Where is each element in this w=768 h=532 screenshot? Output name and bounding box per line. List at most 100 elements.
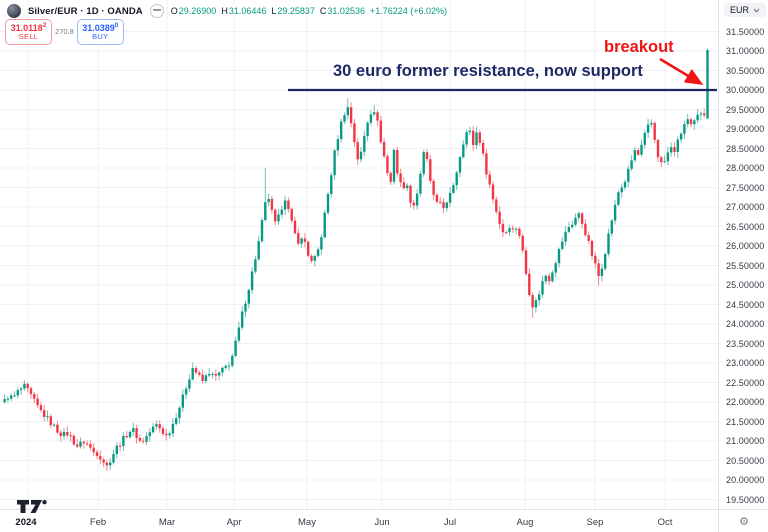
candle[interactable] xyxy=(10,395,13,399)
candle[interactable] xyxy=(112,454,115,463)
candle[interactable] xyxy=(571,224,574,228)
candle[interactable] xyxy=(303,238,307,242)
candle[interactable] xyxy=(577,213,580,218)
candle[interactable] xyxy=(396,149,399,174)
candle[interactable] xyxy=(72,435,76,445)
candle[interactable] xyxy=(452,185,455,193)
candle[interactable] xyxy=(92,447,95,453)
candle[interactable] xyxy=(254,259,257,272)
candle[interactable] xyxy=(544,275,547,282)
candle[interactable] xyxy=(244,303,247,312)
candle[interactable] xyxy=(478,132,481,143)
candle[interactable] xyxy=(257,241,260,260)
candle[interactable] xyxy=(237,327,241,341)
candle[interactable] xyxy=(600,268,604,277)
candle[interactable] xyxy=(689,119,693,125)
candle[interactable] xyxy=(191,368,194,380)
candle[interactable] xyxy=(587,235,590,241)
candle[interactable] xyxy=(617,192,620,205)
candle[interactable] xyxy=(429,159,432,182)
candle[interactable] xyxy=(198,372,201,375)
candle[interactable] xyxy=(557,249,561,264)
candle[interactable] xyxy=(85,443,89,445)
candle[interactable] xyxy=(267,199,270,203)
candle[interactable] xyxy=(547,275,551,282)
candle[interactable] xyxy=(653,122,656,140)
candle[interactable] xyxy=(29,388,33,395)
candle[interactable] xyxy=(679,133,683,140)
candle[interactable] xyxy=(505,232,508,234)
candle[interactable] xyxy=(171,423,175,434)
candle[interactable] xyxy=(660,157,663,163)
candle[interactable] xyxy=(607,233,610,254)
candle[interactable] xyxy=(650,122,653,125)
candle[interactable] xyxy=(43,410,46,417)
candle[interactable] xyxy=(620,187,623,193)
candle[interactable] xyxy=(274,209,277,222)
breakout-annotation[interactable]: breakout xyxy=(604,38,674,56)
candle[interactable] xyxy=(514,228,518,230)
candle[interactable] xyxy=(247,289,250,304)
candle[interactable] xyxy=(640,144,643,155)
candle[interactable] xyxy=(455,172,458,186)
candle[interactable] xyxy=(534,300,538,308)
candle[interactable] xyxy=(521,235,524,251)
candle[interactable] xyxy=(128,431,132,438)
candle[interactable] xyxy=(313,256,316,261)
candle[interactable] xyxy=(59,432,62,437)
candle[interactable] xyxy=(584,223,587,236)
candle[interactable] xyxy=(194,368,198,373)
candle[interactable] xyxy=(148,432,151,437)
candle[interactable] xyxy=(670,147,673,153)
candle[interactable] xyxy=(508,228,511,233)
candle[interactable] xyxy=(676,139,679,152)
candle[interactable] xyxy=(567,227,571,232)
candle[interactable] xyxy=(445,202,448,209)
candle[interactable] xyxy=(109,462,112,466)
candle[interactable] xyxy=(663,161,666,163)
candle[interactable] xyxy=(392,149,396,182)
candle[interactable] xyxy=(323,212,326,238)
candle[interactable] xyxy=(62,431,66,437)
candle[interactable] xyxy=(343,115,346,122)
currency-button[interactable]: EUR xyxy=(724,3,767,17)
candle[interactable] xyxy=(105,462,109,466)
candle[interactable] xyxy=(432,181,435,195)
candle[interactable] xyxy=(208,373,211,376)
candle[interactable] xyxy=(481,142,485,154)
candle[interactable] xyxy=(399,173,402,183)
candle[interactable] xyxy=(363,135,366,152)
candle[interactable] xyxy=(125,435,128,438)
candle[interactable] xyxy=(66,431,69,436)
candle[interactable] xyxy=(46,416,49,418)
candle[interactable] xyxy=(36,398,39,406)
time-axis[interactable]: 2024 Feb Mar Apr May Jun Jul Aug Sep Oct xyxy=(0,509,718,532)
candle[interactable] xyxy=(39,405,43,411)
candle[interactable] xyxy=(462,144,465,158)
candle[interactable] xyxy=(217,372,221,376)
candle[interactable] xyxy=(3,399,6,403)
candle[interactable] xyxy=(613,204,617,221)
candle[interactable] xyxy=(488,174,491,185)
candle[interactable] xyxy=(472,130,475,145)
candle[interactable] xyxy=(118,445,122,447)
candle[interactable] xyxy=(168,433,171,436)
candle[interactable] xyxy=(425,152,429,160)
candle[interactable] xyxy=(366,122,369,136)
candle[interactable] xyxy=(300,238,303,244)
symbol-legend[interactable]: Silver/EUR · 1D · OANDA O29.26900 H31.06… xyxy=(7,4,447,18)
candle[interactable] xyxy=(330,175,333,194)
candle[interactable] xyxy=(580,213,584,224)
candle[interactable] xyxy=(376,112,379,121)
candle[interactable] xyxy=(6,398,10,400)
candle[interactable] xyxy=(498,211,501,224)
candle[interactable] xyxy=(531,295,534,308)
candle[interactable] xyxy=(115,445,118,455)
candle[interactable] xyxy=(181,394,184,408)
candle[interactable] xyxy=(224,365,227,368)
candle[interactable] xyxy=(524,250,528,274)
candle[interactable] xyxy=(56,424,59,433)
price-chart[interactable] xyxy=(0,0,718,509)
candle[interactable] xyxy=(538,294,541,301)
candle[interactable] xyxy=(693,120,696,125)
